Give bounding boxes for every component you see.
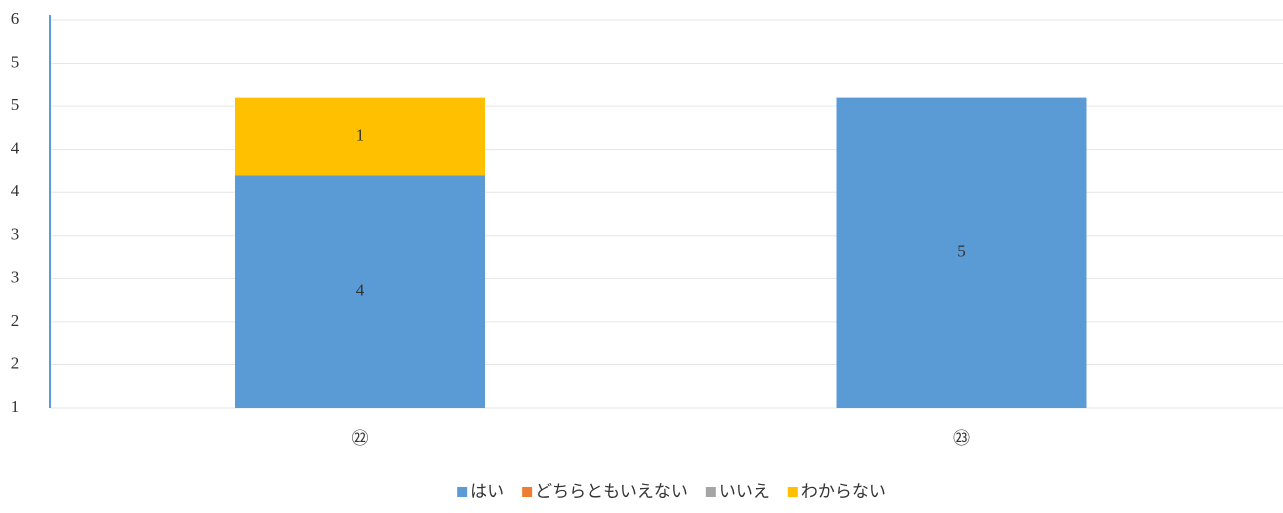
y-tick-label: 2 [11,353,20,372]
legend-label: わからない [801,482,886,501]
x-tick-label: ㉓ [953,429,970,448]
bar-segment [836,97,1087,408]
x-tick-label: ㉒ [352,429,369,448]
bar-segment [235,97,485,176]
legend-swatch [457,487,468,497]
legend-label: どちらともいえない [535,482,688,501]
y-tick-label: 1 [11,397,20,416]
y-tick-label: 4 [11,138,20,157]
legend: はい どちらともいえない いいえ わからない [457,482,886,501]
legend-swatch [705,487,716,497]
legend-swatch [522,487,533,497]
legend-label: はい [470,482,504,501]
y-tick-label: 3 [11,267,20,286]
data-label: 1 [356,125,365,144]
data-label: 5 [957,242,966,261]
y-tick-label: 3 [11,225,20,244]
y-tick-label: 5 [11,52,20,71]
y-tick-label: 6 [11,9,20,28]
y-tick-label: 4 [11,181,20,200]
y-tick-label: 2 [11,311,20,330]
bar-segment [235,175,485,408]
data-label: 4 [356,281,365,300]
legend-label: いいえ [719,482,770,501]
legend-swatch [787,487,798,497]
y-tick-label: 5 [11,95,20,114]
